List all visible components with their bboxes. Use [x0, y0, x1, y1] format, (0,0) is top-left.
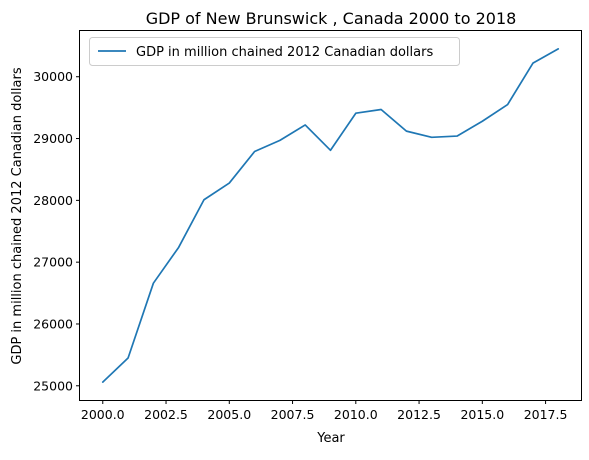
- x-axis-ticks: 2000.0 2002.5 2005.0 2007.5 2010.0 2012.5 2015…: [81, 400, 568, 422]
- x-tick-label: 2005.0: [207, 407, 251, 422]
- x-tick-label: 2017.5: [524, 407, 568, 422]
- legend: GDP in million chained 2012 Canadian dol…: [90, 38, 460, 66]
- series-line: [103, 49, 558, 382]
- x-tick-label: 2015.0: [460, 407, 504, 422]
- y-tick-label: 25000: [33, 378, 73, 393]
- x-tick-label: 2012.5: [397, 407, 441, 422]
- x-axis-label: Year: [316, 431, 345, 446]
- y-axis-ticks: 25000 26000 27000 28000 29000 30000: [33, 69, 80, 393]
- x-tick-label: 2002.5: [144, 407, 188, 422]
- y-tick-label: 28000: [33, 193, 73, 208]
- chart-title: GDP of New Brunswick , Canada 2000 to 20…: [146, 9, 517, 28]
- legend-label: GDP in million chained 2012 Canadian dol…: [136, 45, 433, 60]
- x-tick-label: 2007.5: [271, 407, 315, 422]
- series-layer: [103, 49, 558, 382]
- y-tick-label: 26000: [33, 316, 73, 331]
- plot-frame: [80, 31, 582, 401]
- y-tick-label: 29000: [33, 131, 73, 146]
- y-tick-label: 30000: [33, 69, 73, 84]
- x-tick-label: 2000.0: [81, 407, 125, 422]
- x-tick-label: 2010.0: [334, 407, 378, 422]
- y-tick-label: 27000: [33, 255, 73, 270]
- y-axis-label: GDP in million chained 2012 Canadian dol…: [10, 67, 25, 364]
